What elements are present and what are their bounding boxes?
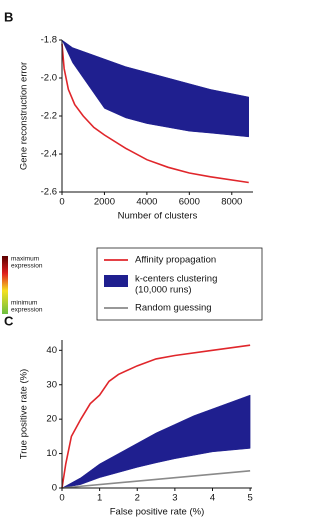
x-tick-label: 4	[210, 493, 215, 504]
x-tick-label: 0	[59, 197, 64, 208]
panel-label: B	[4, 9, 13, 24]
figure: B-2.6-2.4-2.2-2.0-1.80 2000 4000 6000 8000Nu…	[2, 9, 263, 518]
y-tick-label: 0	[52, 483, 57, 494]
color-scale-label: maximum	[11, 256, 39, 263]
x-tick-label: 2	[135, 493, 140, 504]
y-tick-label: 40	[46, 345, 57, 356]
band	[61, 39, 250, 138]
y-axis-title: Gene reconstruction error	[19, 62, 30, 170]
y-tick-label: -2.4	[41, 149, 57, 160]
x-tick-label: 4000	[136, 197, 157, 208]
band	[61, 394, 251, 489]
y-tick-label: -1.8	[41, 35, 57, 46]
line	[61, 43, 249, 184]
line	[61, 344, 251, 489]
y-tick-label: -2.6	[41, 187, 57, 198]
x-tick-label: 1	[97, 493, 102, 504]
legend-swatch	[104, 275, 128, 287]
color-scale-label: expression	[11, 263, 43, 270]
x-tick-label: 3	[172, 493, 177, 504]
y-tick-label: -2.0	[41, 73, 57, 84]
y-tick-label: 10	[46, 448, 57, 459]
legend-label: k-centers clustering	[135, 274, 217, 285]
y-tick-label: -2.2	[41, 111, 57, 122]
x-axis-title: Number of clusters	[118, 211, 198, 222]
y-tick-label: 30	[46, 379, 57, 390]
x-tick-label: 8000	[221, 197, 242, 208]
y-tick-label: 20	[46, 414, 57, 425]
line	[61, 469, 251, 489]
y-axis-title: True positive rate (%)	[19, 369, 30, 459]
legend-label: (10,000 runs)	[135, 285, 192, 296]
color-scale-label: expression	[11, 307, 43, 314]
color-scale	[2, 256, 8, 314]
panel-label: C	[4, 313, 14, 328]
legend-box	[96, 247, 263, 321]
legend-label: Random guessing	[135, 303, 212, 314]
x-tick-label: 5	[247, 493, 252, 504]
legend-label: Affinity propagation	[135, 255, 216, 266]
color-scale-label: minimum	[11, 300, 37, 307]
x-tick-label: 2000	[94, 197, 115, 208]
x-tick-label: 6000	[179, 197, 200, 208]
x-tick-label: 0	[59, 493, 64, 504]
x-axis-title: False positive rate (%)	[110, 507, 205, 518]
